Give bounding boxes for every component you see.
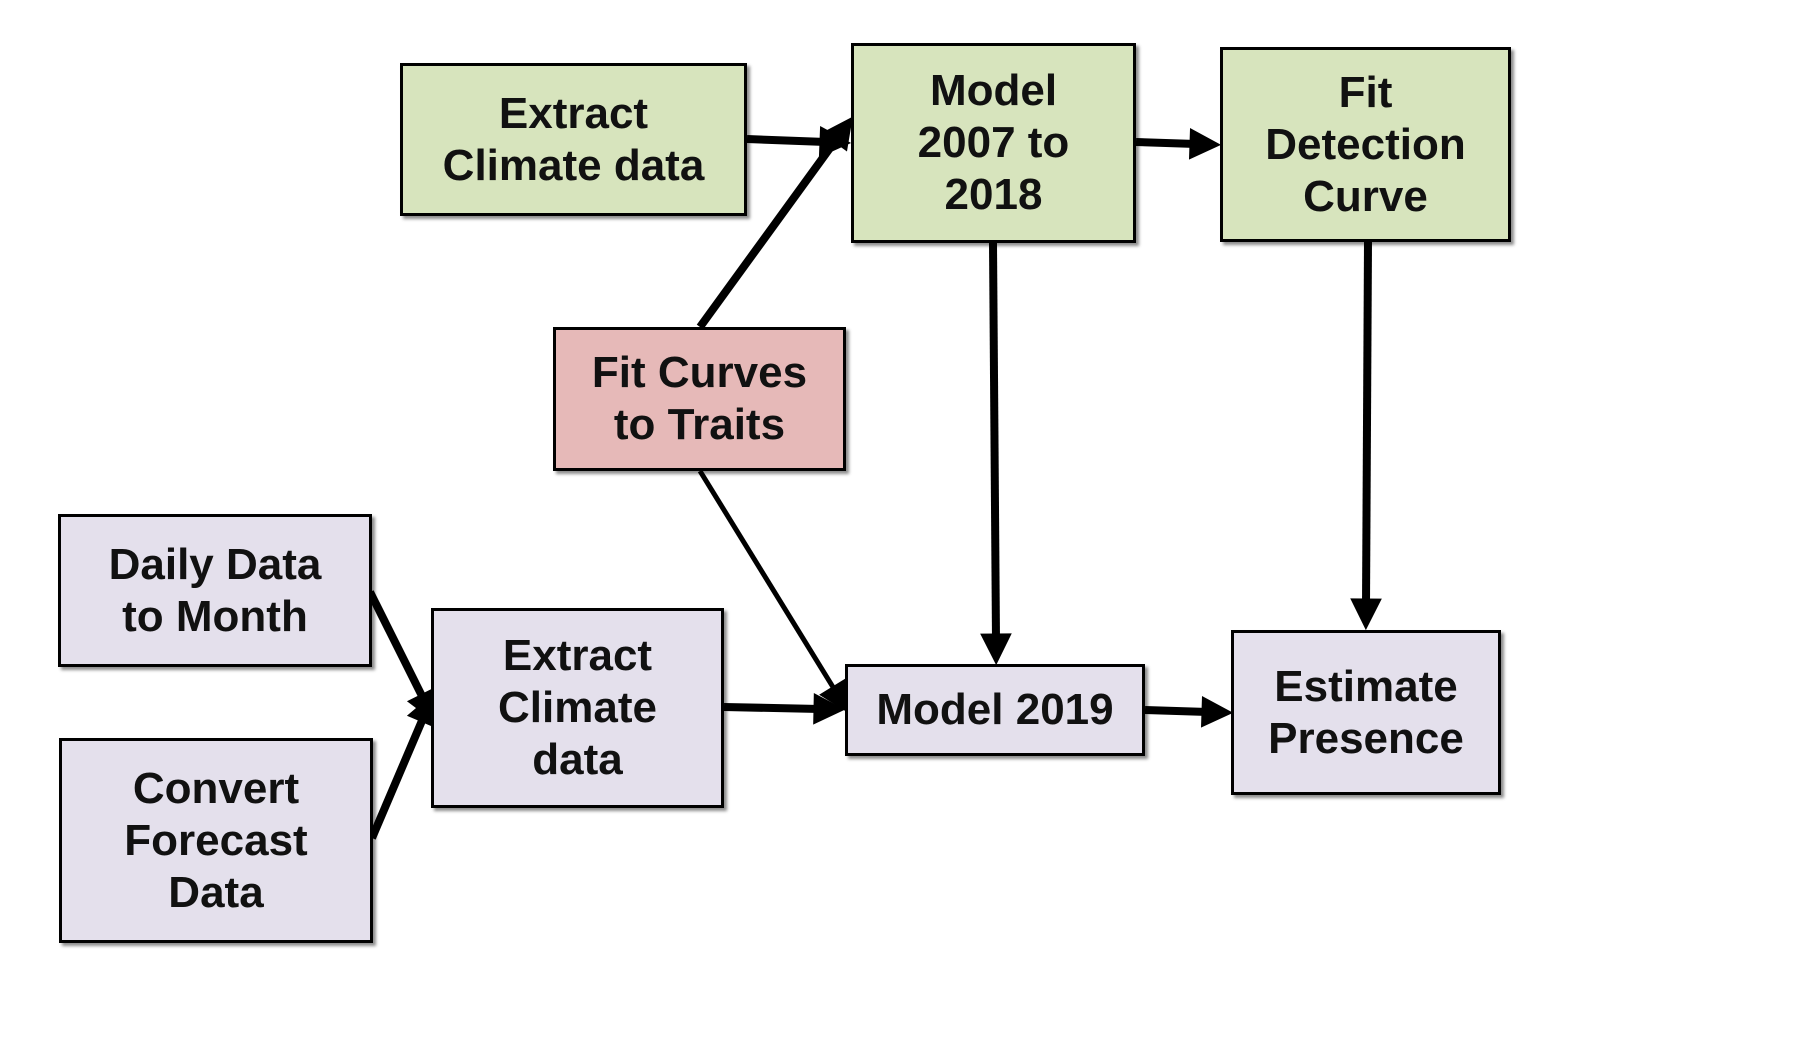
node-daily-data-to-month: Daily Data to Month (58, 514, 372, 667)
node-extract-climate-data-bottom: Extract Climate data (431, 608, 724, 808)
node-fit-detection-curve: Fit Detection Curve (1220, 47, 1511, 242)
edge-model-2007-to-detection (1135, 138, 1197, 148)
edge-model-2007-to-model-2019 (989, 242, 1000, 641)
node-model-2007-to-2018: Model 2007 to 2018 (851, 43, 1136, 243)
node-extract-climate-data-top: Extract Climate data (400, 63, 747, 216)
node-model-2019: Model 2019 (845, 664, 1145, 756)
node-label: Estimate Presence (1268, 661, 1464, 763)
edge-extract-bottom-to-model-2019 (723, 703, 821, 713)
node-label: Extract Climate data (442, 88, 705, 190)
node-label: Convert Forecast Data (124, 763, 308, 917)
edge-daily-to-extract-bottom (366, 590, 428, 702)
edge-extract-top-to-model-2007-arrowhead-icon (818, 125, 852, 158)
node-label: Fit Curves to Traits (591, 348, 808, 449)
edge-model-2007-to-model-2019-arrowhead-icon (980, 633, 1012, 666)
edge-traits-to-model-2007-arrowhead-icon (821, 116, 853, 152)
edge-detection-to-presence (1362, 241, 1372, 606)
edge-extract-top-to-model-2007 (746, 135, 827, 146)
edge-model-2007-to-detection-arrowhead-icon (1188, 127, 1222, 160)
edge-forecast-to-extract-bottom (368, 714, 428, 840)
node-label: Model 2019 (876, 685, 1114, 734)
node-fit-curves-to-traits: Fit Curves to Traits (553, 327, 846, 471)
edge-model-2019-to-presence-arrowhead-icon (1201, 695, 1234, 728)
edge-extract-bottom-to-model-2019-arrowhead-icon (813, 693, 846, 725)
node-label: Daily Data to Month (108, 539, 322, 641)
node-estimate-presence: Estimate Presence (1231, 630, 1501, 795)
node-convert-forecast-data: Convert Forecast Data (59, 738, 373, 943)
node-label: Fit Detection Curve (1265, 67, 1466, 221)
node-label: Extract Climate data (498, 631, 657, 784)
edge-model-2019-to-presence (1144, 706, 1209, 716)
edge-detection-to-presence-arrowhead-icon (1350, 598, 1382, 631)
node-label: Model 2007 to 2018 (917, 66, 1070, 219)
